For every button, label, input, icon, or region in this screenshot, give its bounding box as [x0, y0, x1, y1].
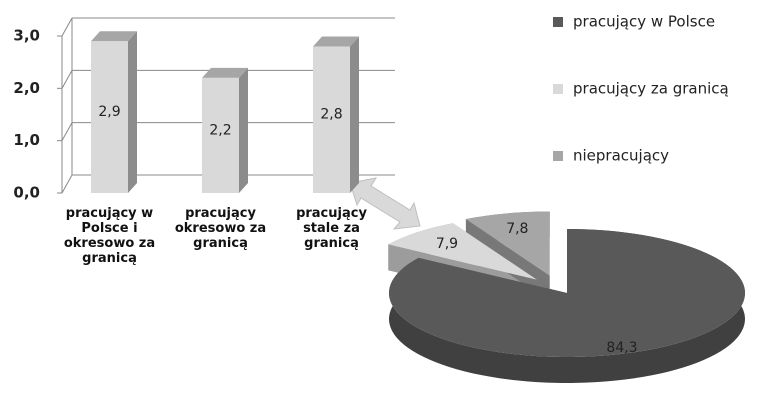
- legend-label: pracujący za granicą: [573, 80, 729, 98]
- bar-side: [350, 36, 359, 193]
- bar-side: [128, 31, 137, 193]
- legend-swatch: [553, 17, 563, 27]
- y-tick-label: 1,0: [13, 131, 40, 149]
- data-label: 2,8: [320, 107, 342, 123]
- x-tick-label: pracujący w Polsce i okresowo za granicą: [63, 206, 156, 266]
- grid-line: [61, 174, 73, 194]
- legend-label: pracujący w Polsce: [573, 13, 715, 31]
- y-tick-label: 3,0: [13, 27, 40, 45]
- data-label: 84,3: [606, 340, 637, 356]
- grid-line: [61, 17, 73, 37]
- bar-top: [91, 31, 137, 42]
- grid-line: [61, 70, 73, 89]
- legend-swatch: [553, 151, 563, 161]
- data-label: 2,2: [209, 122, 231, 138]
- y-tick-label: 0,0: [13, 184, 40, 202]
- bar-side: [239, 67, 248, 193]
- bar: [202, 77, 239, 193]
- grid-line: [61, 122, 73, 141]
- pie-slice: [388, 223, 537, 280]
- arrow: [349, 177, 421, 230]
- data-label: 7,9: [436, 236, 458, 252]
- bar-top: [202, 67, 248, 78]
- legend-label: niepracujący: [573, 147, 669, 165]
- pie-slice: [465, 211, 550, 276]
- pie-slice: [388, 229, 745, 357]
- legend-swatch: [553, 84, 563, 94]
- y-tick-label: 2,0: [13, 79, 40, 97]
- x-tick-label: pracujący okresowo za granicą: [174, 206, 267, 251]
- bar: [313, 46, 350, 193]
- bar: [91, 41, 128, 193]
- data-label: 2,9: [98, 104, 120, 120]
- data-label: 7,8: [506, 221, 528, 237]
- x-tick-label: pracujący stale za granicą: [296, 206, 367, 251]
- bar-top: [313, 36, 359, 47]
